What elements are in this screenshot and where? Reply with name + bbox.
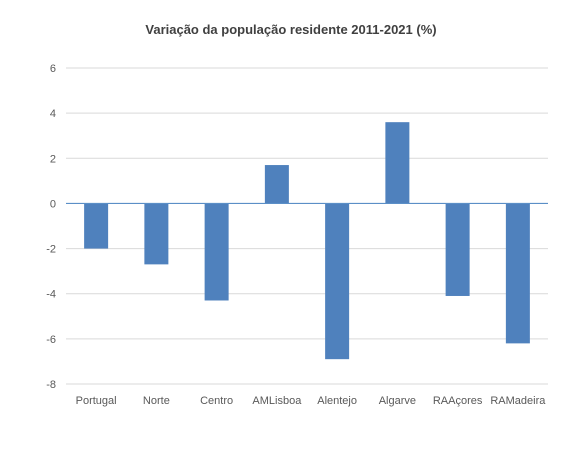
y-tick-label: 6 — [50, 63, 56, 75]
y-axis-ticks: 6 4 2 0 -2 -4 -6 -8 — [46, 63, 56, 391]
y-tick-label: -4 — [46, 289, 56, 301]
y-tick-label: 0 — [50, 198, 56, 210]
x-tick-label: Norte — [143, 395, 170, 407]
gridlines — [66, 67, 548, 385]
chart-title: Variação da população residente 2011-202… — [145, 22, 437, 37]
bars — [84, 122, 530, 360]
bar — [385, 122, 410, 204]
bar — [84, 203, 109, 249]
x-tick-label: Portugal — [76, 395, 117, 407]
y-tick-label: 4 — [50, 108, 56, 120]
x-tick-label: Alentejo — [317, 395, 357, 407]
x-tick-label: RAMadeira — [490, 395, 546, 407]
y-tick-label: -6 — [46, 334, 56, 346]
x-tick-label: Centro — [200, 395, 233, 407]
y-tick-label: -8 — [46, 379, 56, 391]
x-tick-label: Algarve — [379, 395, 416, 407]
bar — [505, 203, 530, 344]
bar — [325, 203, 350, 360]
x-tick-label: AMLisboa — [252, 395, 302, 407]
bar — [204, 203, 229, 301]
x-tick-label: RAAçores — [433, 395, 483, 407]
y-tick-label: 2 — [50, 153, 56, 165]
bar — [264, 165, 289, 204]
y-tick-label: -2 — [46, 244, 56, 256]
bar — [144, 203, 169, 265]
x-axis-ticks: Portugal Norte Centro AMLisboa Alentejo Algar… — [76, 395, 547, 407]
bar — [445, 203, 470, 296]
